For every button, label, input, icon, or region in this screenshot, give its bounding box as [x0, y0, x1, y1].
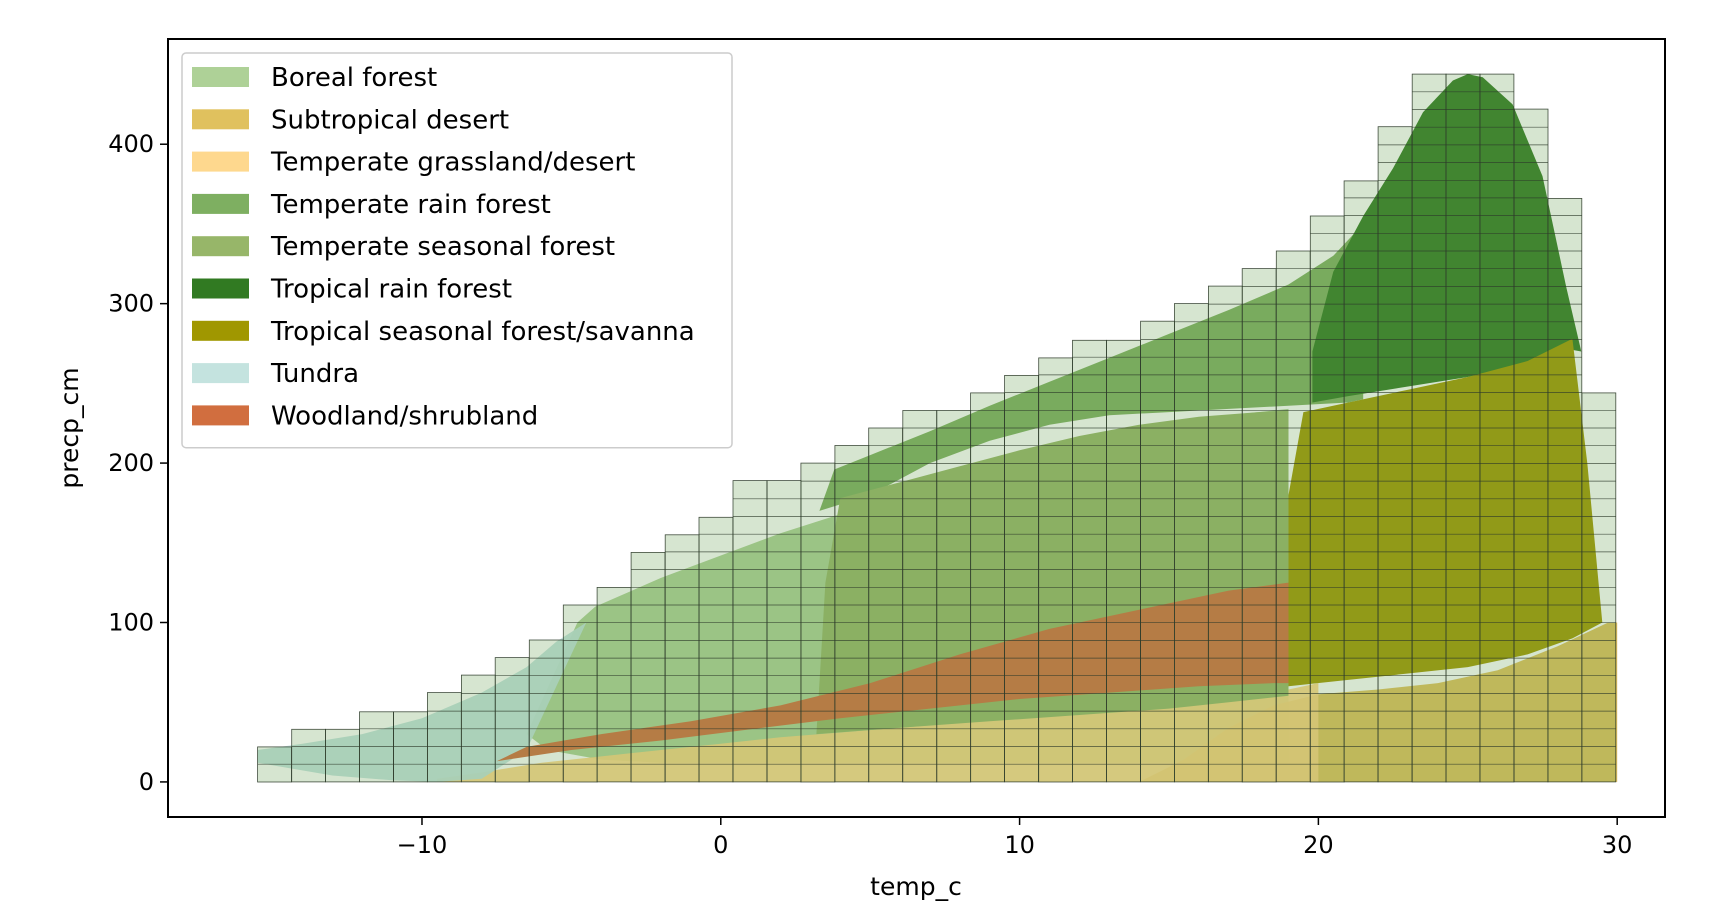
- x-tick-label: −10: [397, 831, 448, 859]
- y-axis-label: precp_cm: [55, 367, 84, 488]
- legend-label: Tundra: [270, 359, 359, 389]
- legend-label: Temperate rain forest: [270, 190, 551, 220]
- grid-column-10: [596, 587, 632, 783]
- legend-swatch: [192, 151, 249, 172]
- legend-swatch: [192, 278, 249, 299]
- area-series-8: [496, 582, 1289, 762]
- grid-column-23: [1038, 357, 1073, 783]
- grid-column-1: [291, 728, 327, 783]
- legend-label: Tropical seasonal forest/savanna: [270, 317, 695, 347]
- grid-column-22: [1004, 374, 1039, 783]
- grid-column-25: [1106, 339, 1141, 783]
- legend-swatch: [192, 320, 249, 341]
- grid-column-27: [1174, 303, 1209, 783]
- grid-column-20: [936, 410, 972, 783]
- area-series-2: [436, 683, 1319, 782]
- legend-label: Woodland/shrubland: [271, 401, 538, 431]
- x-tick-label: 20: [1303, 831, 1334, 859]
- x-tick-label: 10: [1004, 831, 1035, 859]
- grid-column-19: [902, 410, 938, 783]
- legend-swatch: [192, 109, 249, 130]
- legend-swatch: [192, 363, 249, 384]
- legend-frame: [181, 52, 733, 449]
- grid-column-38: [1547, 197, 1583, 783]
- legend-label: Boreal forest: [271, 63, 437, 93]
- grid-column-13: [698, 516, 734, 783]
- legend: Boreal forest Subtropical desert Temperate…: [181, 52, 733, 449]
- data-grid-cells: [257, 73, 1617, 783]
- area-series-7: [257, 622, 587, 782]
- x-axis-label: temp_c: [870, 872, 962, 901]
- grid-column-33: [1377, 126, 1413, 783]
- grid-column-15: [766, 480, 802, 783]
- y-tick-label: 0: [139, 768, 154, 796]
- grid-column-2: [325, 728, 360, 783]
- area-series-6: [1288, 338, 1603, 687]
- plot-frame: [167, 38, 1666, 818]
- y-tick-label: 200: [108, 449, 154, 477]
- legend-swatch: [192, 236, 249, 257]
- area-series-3: [819, 223, 1364, 511]
- x-axis-ticks: −10 0 10 20 30: [397, 817, 1633, 859]
- x-tick-label: 30: [1602, 831, 1633, 859]
- legend-swatch: [192, 405, 249, 426]
- y-tick-label: 400: [108, 130, 154, 158]
- y-axis-ticks: 0 100 200 300 400: [108, 130, 168, 796]
- grid-column-17: [834, 445, 870, 783]
- grid-column-7: [494, 657, 530, 783]
- grid-column-29: [1241, 268, 1277, 783]
- grid-column-5: [426, 692, 462, 783]
- y-tick-label: 300: [108, 290, 154, 318]
- legend-swatch: [192, 67, 249, 87]
- legend-label: Subtropical desert: [271, 105, 509, 135]
- legend-label: Tropical rain forest: [270, 275, 512, 305]
- legend-label: Temperate grassland/desert: [270, 148, 635, 178]
- legend-swatch: [192, 193, 249, 214]
- x-tick-label: 0: [713, 831, 728, 859]
- legend-label: Temperate seasonal forest: [270, 232, 615, 262]
- grid-column-11: [630, 552, 666, 783]
- y-tick-label: 100: [108, 609, 154, 637]
- grid-column-24: [1072, 339, 1107, 783]
- grid-column-14: [732, 480, 768, 783]
